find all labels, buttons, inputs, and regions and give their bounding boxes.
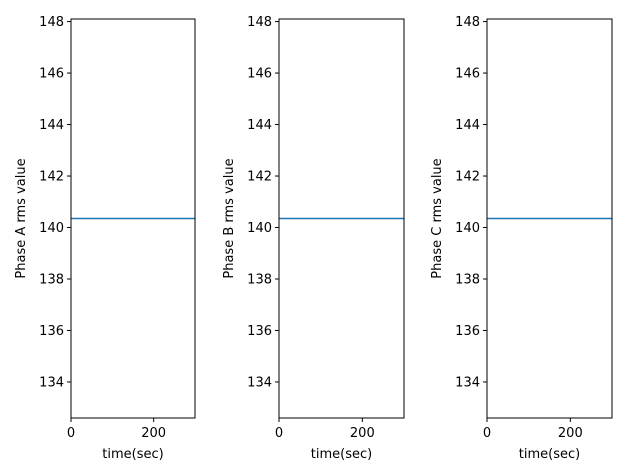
y-tick-label-1-140: 140 [39,221,64,236]
y-tick-label-3-144: 144 [455,118,480,133]
y-tick-label-1-144: 144 [39,118,64,133]
y-tick-label-2-142: 142 [247,170,272,185]
y-tick-label-2-146: 146 [247,67,272,82]
y-tick-label-1-134: 134 [39,375,64,390]
x-axis-label-1: time(sec) [102,447,163,462]
y-tick-label-2-148: 148 [247,15,272,30]
y-tick-label-2-144: 144 [247,118,272,133]
x-tick-label-3-200: 200 [558,426,583,441]
axes-frame-1 [70,18,196,419]
y-tick-label-1-136: 136 [39,324,64,339]
x-tick-label-2-0: 0 [275,426,283,441]
axes-frame-2 [278,18,405,419]
x-tick-label-1-200: 200 [141,426,166,441]
y-tick-label-1-148: 148 [39,15,64,30]
subplot-3: 134 136 138 140 142 144 146 148 0 200 time(sec) Pha… [430,15,613,462]
y-tick-label-2-134: 134 [247,375,272,390]
y-tick-label-2-140: 140 [247,221,272,236]
y-tick-label-3-148: 148 [455,15,480,30]
y-tick-label-3-142: 142 [455,170,480,185]
y-axis-label-3: Phase C rms value [430,158,445,278]
y-tick-label-1-138: 138 [39,272,64,287]
y-axis-label-2: Phase B rms value [222,158,237,278]
axes-frame-3 [486,18,613,419]
y-tick-label-2-136: 136 [247,324,272,339]
x-tick-label-3-0: 0 [483,426,491,441]
y-axis-label-1: Phase A rms value [14,158,29,278]
subplot-1: 134 136 138 140 142 144 146 148 0 200 time(sec) Pha… [14,15,196,462]
y-tick-label-1-146: 146 [39,67,64,82]
subplot-2: 134 136 138 140 142 144 146 148 0 200 time(sec) Pha… [222,15,405,462]
x-tick-label-2-200: 200 [350,426,375,441]
x-axis-label-3: time(sec) [519,447,580,462]
x-tick-label-1-0: 0 [67,426,75,441]
y-tick-label-1-142: 142 [39,170,64,185]
x-axis-label-2: time(sec) [311,447,372,462]
y-tick-label-3-134: 134 [455,375,480,390]
y-tick-label-3-140: 140 [455,221,480,236]
y-tick-label-3-136: 136 [455,324,480,339]
y-tick-label-3-138: 138 [455,272,480,287]
y-tick-label-2-138: 138 [247,272,272,287]
y-tick-label-3-146: 146 [455,67,480,82]
